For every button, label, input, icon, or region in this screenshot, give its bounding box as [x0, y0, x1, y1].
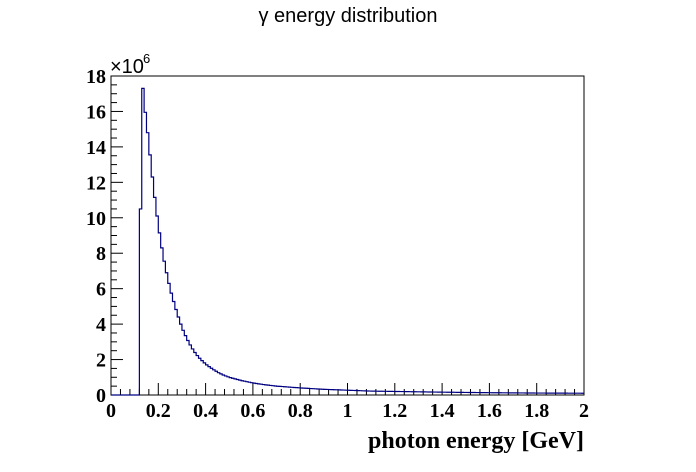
- y-multiplier-label: ×10: [110, 56, 144, 78]
- x-tick-label: 1.6: [477, 400, 502, 422]
- x-tick-label: 0.4: [193, 400, 218, 422]
- x-tick-label: 0.2: [146, 400, 171, 422]
- x-tick-label: 1.4: [430, 400, 455, 422]
- y-tick-label: 10: [86, 208, 106, 230]
- x-tick-label: 0.8: [288, 400, 313, 422]
- histogram-series-line: [111, 87, 584, 396]
- y-tick-label: 8: [96, 243, 106, 265]
- y-tick-label: 14: [86, 137, 106, 159]
- y-tick-label: 18: [86, 66, 106, 88]
- y-tick-label: 16: [86, 101, 106, 123]
- x-tick-label: 1.2: [382, 400, 407, 422]
- y-tick-label: 0: [96, 385, 106, 407]
- y-tick-label: 12: [86, 172, 106, 194]
- x-tick-label: 1: [343, 400, 353, 422]
- x-tick-label: 0.6: [240, 400, 265, 422]
- x-tick-label: 0: [106, 400, 116, 422]
- x-tick-label: 1.8: [524, 400, 549, 422]
- chart-title: γ energy distribution: [259, 5, 438, 27]
- x-axis-label: photon energy [GeV]: [368, 428, 584, 454]
- x-tick-label: 2: [579, 400, 589, 422]
- y-axis-ticks: 0 2 4 6 8 10 12 14 16 18: [86, 66, 123, 407]
- plot-frame: [110, 75, 585, 396]
- y-tick-label: 2: [96, 350, 106, 372]
- y-tick-label: 6: [96, 279, 106, 301]
- x-axis-ticks: 0 0.2 0.4 0.6 0.8 1 1.2 1.4 1.6 1.8 2: [106, 383, 589, 422]
- y-multiplier-exponent: 6: [143, 51, 150, 66]
- y-tick-label: 4: [96, 314, 106, 336]
